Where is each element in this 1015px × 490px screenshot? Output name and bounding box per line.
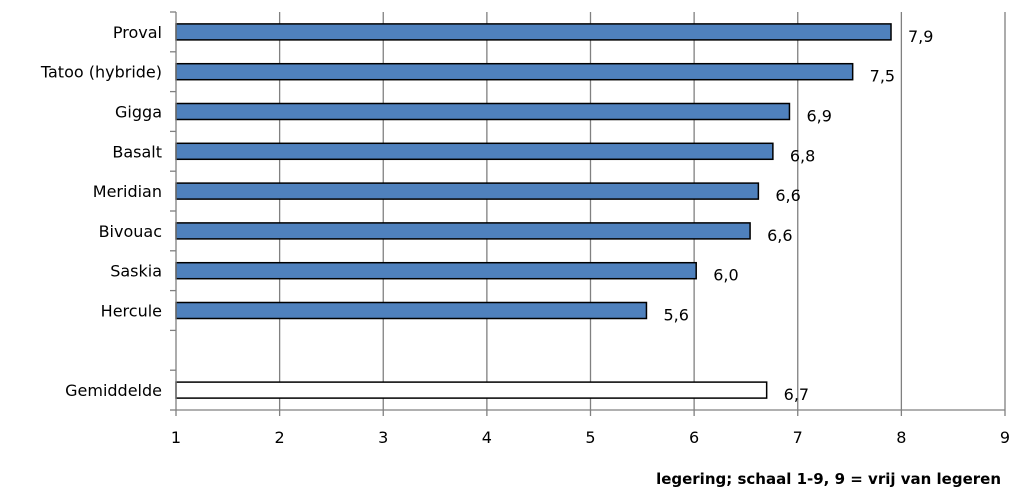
x-tick-label: 8 (896, 428, 906, 447)
category-label: Saskia (110, 262, 162, 281)
bar (175, 261, 697, 280)
category-labels: Proval Tatoo (hybride) Gigga Basalt Meridian… (40, 23, 162, 400)
category-label: Proval (113, 23, 162, 42)
data-label: 6,0 (713, 266, 738, 285)
category-label: Gemiddelde (65, 381, 162, 400)
data-label: 7,5 (870, 67, 895, 86)
bar (175, 182, 760, 200)
axes (170, 11, 1006, 416)
category-label: Basalt (112, 142, 162, 161)
x-tick-label: 4 (482, 428, 492, 447)
bar (175, 301, 648, 320)
category-label: Tatoo (hybride) (40, 63, 162, 82)
bar (175, 23, 892, 41)
x-axis-title: legering; schaal 1-9, 9 = vrij van leger… (656, 470, 1001, 488)
x-tick-label: 6 (689, 428, 699, 447)
bar (175, 62, 854, 81)
data-labels: 7,9 7,5 6,9 6,8 6,6 6,6 6,0 5,6 6,7 (663, 27, 933, 404)
bar (175, 381, 768, 399)
x-tick-label: 7 (793, 428, 803, 447)
data-label: 7,9 (908, 27, 933, 46)
data-label: 6,6 (775, 186, 800, 205)
bars (175, 23, 892, 399)
data-label: 6,7 (784, 385, 809, 404)
data-label: 6,9 (806, 107, 831, 126)
bar (175, 142, 774, 161)
category-label: Meridian (93, 182, 162, 201)
x-tick-label: 2 (275, 428, 285, 447)
category-label: Hercule (101, 302, 162, 321)
category-label: Gigga (115, 103, 162, 122)
tick-labels: 1 2 3 4 5 6 7 8 9 (171, 428, 1010, 447)
category-label: Bivouac (99, 222, 162, 241)
x-tick-label: 1 (171, 428, 181, 447)
bar (175, 222, 751, 240)
x-tick-label: 3 (378, 428, 388, 447)
x-tick-label: 5 (585, 428, 595, 447)
x-tick-label: 9 (1000, 428, 1010, 447)
data-label: 6,8 (790, 146, 815, 165)
data-label: 5,6 (663, 306, 688, 325)
data-label: 6,6 (767, 226, 792, 245)
bar (175, 102, 791, 121)
